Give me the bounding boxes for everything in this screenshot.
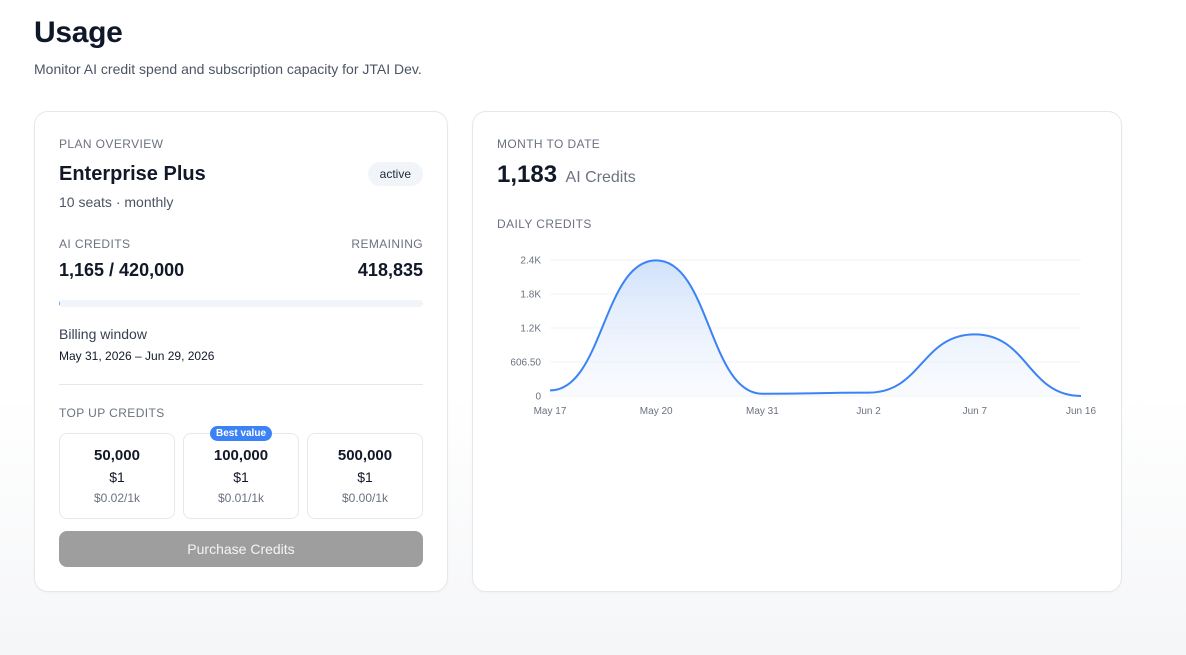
purchase-credits-button[interactable]: Purchase Credits [59, 531, 423, 567]
y-tick-label: 0 [535, 392, 541, 403]
x-tick-label: May 20 [640, 406, 673, 417]
x-tick-label: May 31 [746, 406, 779, 417]
month-to-date-total: 1,183 AI Credits [497, 161, 636, 189]
x-tick-label: Jun 16 [1066, 406, 1096, 417]
topup-amount: 100,000 [213, 447, 269, 464]
plan-overview-card: PLAN OVERVIEW Enterprise Plus active 10 … [34, 111, 448, 592]
ai-credits-label: AI CREDITS [59, 237, 131, 251]
ai-credits-value: 1,165 / 420,000 [59, 260, 185, 280]
topup-option-50000[interactable]: 50,000 $1 $0.02/1k [59, 433, 175, 519]
plan-overview-label: PLAN OVERVIEW [59, 137, 164, 151]
remaining-label: REMAINING [351, 237, 423, 251]
x-tick-label: May 17 [534, 406, 567, 417]
remaining-value: 418,835 [357, 260, 423, 280]
daily-credits-chart: 0 606.50 1.2K 1.8K 2.4K May 17 May 20 May 31 Jun… [510, 256, 1096, 418]
series-line [549, 259, 1082, 397]
series-area [550, 260, 1081, 396]
y-tick-label: 1.2K [520, 324, 541, 335]
topup-option-500000[interactable]: 500,000 $1 $0.00/1k [307, 433, 423, 519]
x-tick-label: Jun 7 [963, 406, 988, 417]
topup-rate: $0.00/1k [341, 491, 389, 505]
y-tick-label: 606.50 [510, 358, 541, 369]
best-value-badge: Best value [209, 426, 273, 441]
x-tick-label: Jun 2 [856, 406, 881, 417]
topup-rate: $0.01/1k [217, 491, 265, 505]
topup-price: $1 [233, 469, 249, 485]
topup-amount: 500,000 [337, 447, 393, 464]
topup-rate: $0.02/1k [93, 491, 141, 505]
month-to-date-unit: AI Credits [565, 169, 636, 186]
plan-meta: 10 seats · monthly [59, 194, 174, 210]
topup-option-100000[interactable]: Best value 100,000 $1 $0.01/1k [183, 426, 299, 519]
top-up-credits-label: TOP UP CREDITS [59, 406, 165, 420]
month-to-date-value: 1,183 [497, 161, 558, 188]
topup-price: $1 [109, 469, 125, 485]
topup-price: $1 [357, 469, 373, 485]
y-tick-label: 2.4K [520, 256, 541, 267]
status-badge: active [367, 162, 423, 186]
billing-window-range: May 31, 2026 – Jun 29, 2026 [59, 349, 215, 363]
topup-amount: 50,000 [94, 447, 140, 464]
month-to-date-label: MONTH TO DATE [497, 137, 601, 151]
page-subtitle: Monitor AI credit spend and subscription… [34, 61, 422, 77]
divider [59, 384, 423, 385]
credits-progress-bar [59, 300, 423, 307]
billing-window-label: Billing window [59, 326, 147, 342]
credits-progress-fill [59, 300, 61, 307]
y-tick-label: 1.8K [520, 290, 541, 301]
page-title: Usage [34, 16, 123, 49]
plan-name: Enterprise Plus [59, 163, 206, 185]
month-to-date-card: MONTH TO DATE 1,183 AI Credits DAILY CRE… [472, 111, 1122, 592]
daily-credits-label: DAILY CREDITS [497, 217, 592, 231]
